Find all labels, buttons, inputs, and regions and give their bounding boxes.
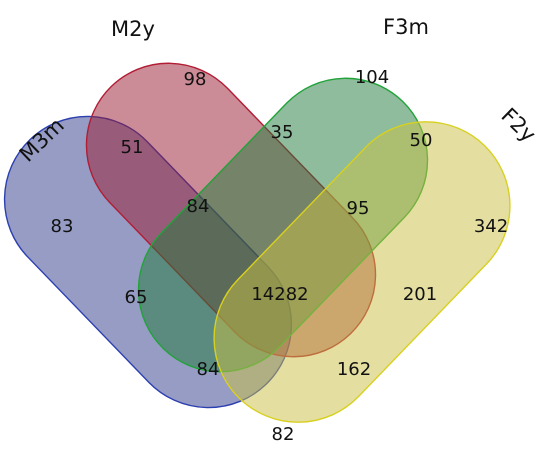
region-count-f2y-only: 342 [474, 216, 508, 237]
region-count-m3m-only: 83 [51, 216, 74, 237]
region-count-m3m-m2y-f2y: 162 [337, 359, 371, 380]
region-count-m2y-f3m-f2y: 95 [347, 198, 370, 219]
set-label-m2y: M2y [111, 17, 155, 41]
region-count-m3m-m2y: 51 [121, 137, 144, 158]
region-counts: 98 104 51 35 50 83 84 95 342 65 14282 20… [51, 67, 509, 445]
set-label-f2y: F2y [497, 103, 541, 147]
region-count-m2y-only: 98 [184, 69, 207, 90]
set-f2y-shape [213, 121, 511, 423]
set-shapes [3, 62, 511, 423]
region-count-m2y-f2y: 201 [403, 284, 437, 305]
region-count-m3m-m2y-f3m: 84 [187, 196, 210, 217]
region-count-all-four: 14282 [251, 284, 308, 305]
region-count-f3m-f2y: 50 [410, 130, 433, 151]
region-count-m3m-f3m-f2y: 84 [197, 359, 220, 380]
region-count-m3m-f3m: 65 [125, 287, 148, 308]
region-count-m3m-f2y: 82 [272, 424, 295, 445]
region-count-m2y-f3m: 35 [271, 122, 294, 143]
region-count-f3m-only: 104 [355, 67, 389, 88]
set-label-f3m: F3m [383, 15, 429, 39]
